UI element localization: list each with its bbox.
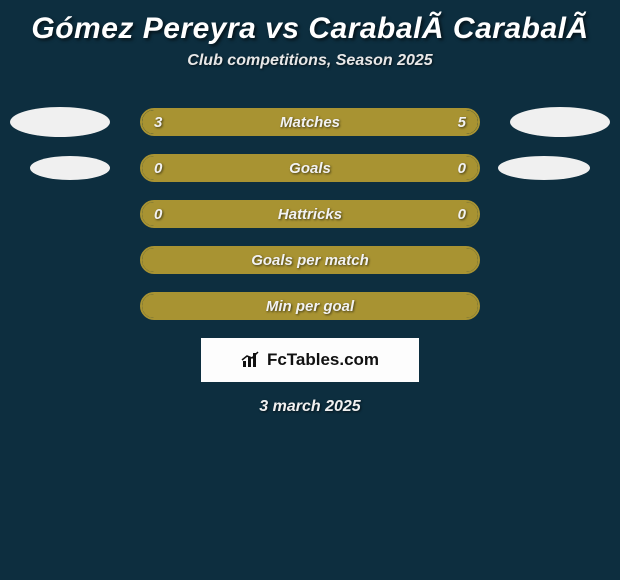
- player-badge-right: [498, 156, 590, 180]
- chart-icon: [241, 351, 263, 369]
- stat-row: Goals per match: [0, 246, 620, 274]
- stat-row: Min per goal: [0, 292, 620, 320]
- stat-bar: 35Matches: [140, 108, 480, 136]
- stat-rows: 35Matches 00Goals 00Hattricks Goals per mat…: [0, 108, 620, 320]
- stat-bar: Min per goal: [140, 292, 480, 320]
- stat-bar: Goals per match: [140, 246, 480, 274]
- player-badge-left: [10, 107, 110, 137]
- logo-box: FcTables.com: [201, 338, 419, 382]
- player-badge-right: [510, 107, 610, 137]
- stat-label: Goals per match: [142, 252, 478, 269]
- stat-row: 35Matches: [0, 108, 620, 136]
- logo-text: FcTables.com: [267, 350, 379, 370]
- page-title: Gómez Pereyra vs CarabalÃ­ CarabalÃ­: [0, 8, 620, 52]
- player-badge-left: [30, 156, 110, 180]
- stats-card: Gómez Pereyra vs CarabalÃ­ CarabalÃ­ Clu…: [0, 0, 620, 416]
- stat-label: Min per goal: [142, 298, 478, 315]
- stat-row: 00Hattricks: [0, 200, 620, 228]
- stat-label: Hattricks: [142, 206, 478, 223]
- stat-bar: 00Goals: [140, 154, 480, 182]
- date: 3 march 2025: [0, 398, 620, 416]
- logo: FcTables.com: [241, 350, 379, 370]
- stat-label: Goals: [142, 160, 478, 177]
- stat-row: 00Goals: [0, 154, 620, 182]
- subtitle: Club competitions, Season 2025: [0, 52, 620, 70]
- stat-label: Matches: [142, 114, 478, 131]
- stat-bar: 00Hattricks: [140, 200, 480, 228]
